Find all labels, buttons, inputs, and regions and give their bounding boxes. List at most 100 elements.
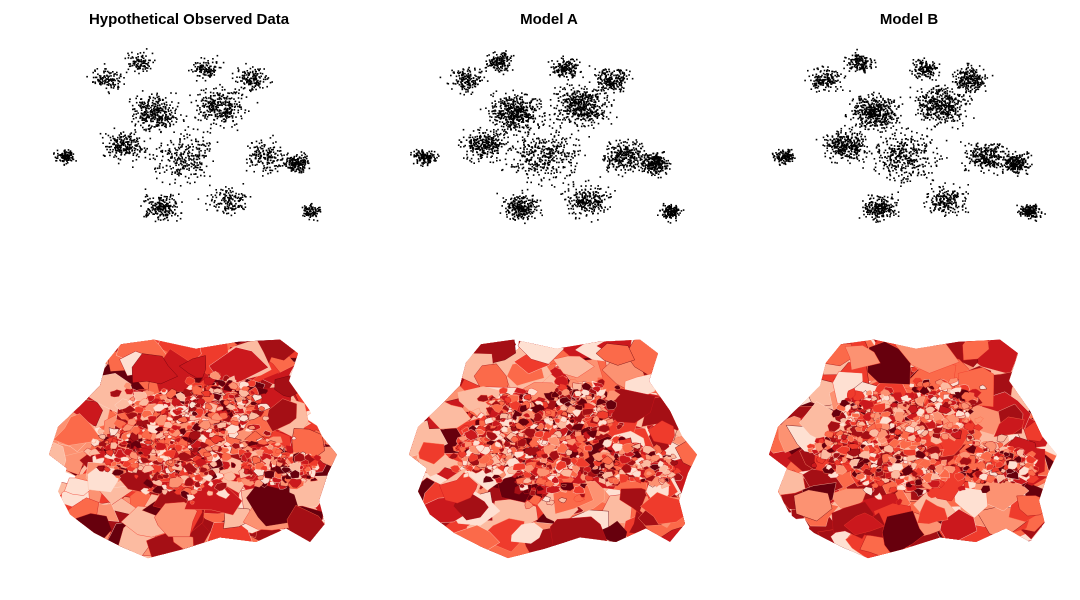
point-mark xyxy=(661,163,663,166)
point-mark xyxy=(201,105,204,107)
point-mark xyxy=(108,142,111,145)
point-mark xyxy=(211,198,213,201)
point-mark xyxy=(628,154,630,157)
point-mark xyxy=(257,153,260,156)
point-mark xyxy=(105,79,107,81)
point-mark xyxy=(263,152,265,155)
point-mark xyxy=(495,105,498,108)
point-mark xyxy=(181,158,183,160)
point-mark xyxy=(126,145,129,148)
point-mark xyxy=(154,113,156,116)
point-mark xyxy=(530,107,532,110)
point-mark xyxy=(161,149,164,152)
point-mark xyxy=(243,70,246,73)
point-mark xyxy=(577,90,580,92)
point-mark xyxy=(245,79,247,81)
point-mark xyxy=(177,156,180,159)
point-mark xyxy=(117,143,119,145)
point-mark xyxy=(123,153,126,156)
point-mark xyxy=(100,83,102,86)
point-mark xyxy=(237,206,239,208)
point-mark xyxy=(603,155,605,157)
point-mark xyxy=(177,102,180,104)
point-mark xyxy=(230,202,233,205)
point-mark xyxy=(492,136,495,138)
point-mark xyxy=(136,95,139,97)
point-mark xyxy=(530,206,533,208)
point-mark xyxy=(491,155,493,157)
point-mark xyxy=(509,105,512,108)
point-mark xyxy=(70,151,73,154)
point-mark xyxy=(151,114,154,117)
point-mark xyxy=(213,109,215,111)
point-mark xyxy=(152,116,155,118)
point-mark xyxy=(575,193,577,196)
point-mark xyxy=(243,82,245,84)
point-mark xyxy=(125,152,127,154)
point-mark xyxy=(549,74,551,76)
point-mark xyxy=(463,157,465,159)
point-mark xyxy=(156,106,158,109)
point-mark xyxy=(602,114,604,116)
point-mark xyxy=(255,79,258,81)
point-mark xyxy=(669,163,672,165)
point-mark xyxy=(427,162,429,164)
point-mark xyxy=(470,161,473,163)
point-mark xyxy=(541,163,544,165)
point-mark xyxy=(553,172,555,174)
point-mark xyxy=(241,74,244,77)
point-mark xyxy=(183,158,186,161)
point-mark xyxy=(577,108,579,111)
point-mark xyxy=(179,172,182,175)
point-mark xyxy=(482,141,484,143)
point-mark xyxy=(560,68,562,71)
point-mark xyxy=(561,72,564,75)
point-mark xyxy=(133,139,135,142)
point-mark xyxy=(195,146,198,149)
point-mark xyxy=(164,97,167,99)
point-mark xyxy=(209,100,212,103)
point-mark xyxy=(520,110,523,113)
point-mark xyxy=(516,196,518,198)
point-mark xyxy=(572,92,575,95)
point-mark xyxy=(536,205,538,208)
point-mark xyxy=(555,148,557,150)
point-mark xyxy=(618,151,621,154)
point-mark xyxy=(255,76,257,78)
point-mark xyxy=(141,56,144,59)
point-mark xyxy=(521,96,523,98)
point-mark xyxy=(220,110,222,112)
point-mark xyxy=(231,117,234,119)
point-mark xyxy=(669,214,672,217)
point-mark xyxy=(120,142,123,144)
point-mark xyxy=(668,205,670,207)
point-mark xyxy=(145,55,147,57)
point-mark xyxy=(254,70,257,73)
point-mark xyxy=(522,163,524,166)
point-mark xyxy=(624,153,626,155)
point-mark xyxy=(139,65,142,67)
point-mark xyxy=(538,126,541,128)
point-mark xyxy=(485,60,488,62)
point-mark xyxy=(494,118,496,121)
point-mark xyxy=(626,153,628,156)
point-mark xyxy=(487,136,489,139)
point-mark xyxy=(180,155,182,157)
point-mark xyxy=(183,138,186,140)
point-mark xyxy=(635,147,637,150)
point-mark xyxy=(574,93,576,95)
point-mark xyxy=(303,152,305,154)
point-mark xyxy=(253,80,255,82)
point-mark xyxy=(214,69,217,72)
point-mark xyxy=(675,204,677,207)
point-mark xyxy=(110,78,112,81)
point-mark xyxy=(198,147,201,150)
point-mark xyxy=(504,53,506,56)
point-mark xyxy=(219,109,221,111)
point-mark xyxy=(161,121,163,124)
point-map-model-a xyxy=(410,50,685,225)
point-mark xyxy=(507,149,509,152)
point-mark xyxy=(595,110,597,112)
point-mark xyxy=(146,214,149,217)
point-mark xyxy=(221,95,223,98)
